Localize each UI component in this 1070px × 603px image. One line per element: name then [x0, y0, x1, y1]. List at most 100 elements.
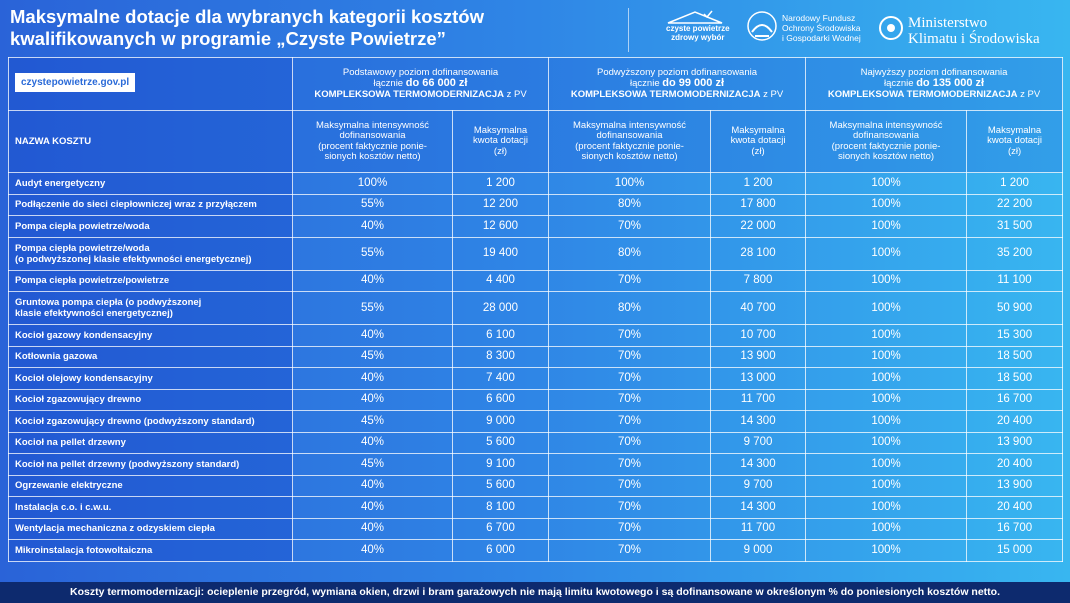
data-row: Podłączenie do sieci ciepłowniczej wraz … — [8, 193, 1064, 216]
value-cell: 35 200 — [966, 236, 1064, 271]
data-row: Ogrzewanie elektryczne 40% 5 600 70% 9 700 10… — [8, 474, 1064, 497]
value-cell: 18 500 — [966, 345, 1064, 368]
value-cell: 100% — [548, 172, 712, 195]
value-cell: 50 900 — [966, 291, 1064, 325]
value-cell: 70% — [548, 345, 712, 368]
logo-text: Ministerstwo — [908, 15, 988, 31]
value-cell: 16 700 — [966, 388, 1064, 411]
value-cell: 9 000 — [451, 410, 550, 433]
value-cell: 9 700 — [710, 474, 807, 497]
cost-name: Audyt energetyczny — [8, 172, 293, 195]
group-suffix: z PV — [760, 88, 784, 100]
name-line: Audyt energetyczny — [15, 177, 106, 189]
header-line: kwota dotacji — [730, 135, 786, 147]
value-cell: 13 900 — [966, 474, 1064, 497]
value-cell: 28 000 — [451, 291, 550, 325]
value-cell: 8 100 — [451, 496, 550, 519]
group-prefix: łącznie — [630, 78, 663, 90]
value-cell: 70% — [548, 269, 712, 292]
value-cell: 8 300 — [451, 345, 550, 368]
data-row: Kotłownia gazowa 45% 8 300 70% 13 900 100% 18 … — [8, 345, 1064, 368]
intensity-header: Maksymalna intensywność dofinansowania (pr… — [548, 110, 712, 173]
value-cell: 40% — [292, 388, 453, 411]
header-line: dofinansowania — [339, 130, 406, 141]
value-cell: 100% — [805, 453, 968, 476]
header-line: sionych kosztów netto) — [581, 151, 678, 162]
group-limit: do 66 000 zł — [405, 77, 468, 90]
header-line: (zł) — [1007, 145, 1022, 157]
value-cell: 100% — [805, 269, 968, 292]
value-cell: 70% — [548, 496, 712, 519]
title-line: Maksymalne dotacje dla wybranych kategor… — [10, 6, 484, 27]
group-header-row: czystepowietrze.gov.pl Podstawowy poziom … — [8, 57, 1064, 111]
data-row: Kocioł zgazowujący drewno (podwyższony s… — [8, 410, 1064, 433]
header-line: kwota dotacji — [473, 135, 528, 147]
value-cell: 18 500 — [966, 367, 1064, 390]
cost-name: Ogrzewanie elektryczne — [8, 474, 293, 497]
logo-text: zdrowy wybór — [671, 33, 725, 42]
separator — [628, 8, 629, 52]
cost-name: Kocioł zgazowujący drewno — [8, 388, 293, 411]
value-cell: 15 000 — [966, 539, 1064, 562]
cost-name: Kocioł gazowy kondensacyjny — [8, 324, 293, 347]
value-cell: 70% — [548, 539, 712, 562]
group-scope: KOMPLEKSOWA TERMOMODERNIZACJA — [570, 88, 761, 100]
data-row: Kocioł na pellet drzewny 40% 5 600 70% 9 700… — [8, 431, 1064, 454]
value-cell: 7 800 — [710, 269, 807, 292]
cost-name: Wentylacja mechaniczna z odzyskiem ciepł… — [8, 517, 293, 540]
value-cell: 100% — [805, 215, 968, 238]
value-cell: 11 700 — [710, 517, 807, 540]
name-line: Podłączenie do sieci ciepłowniczej wraz … — [15, 199, 257, 211]
logo-text: Narodowy Fundusz — [782, 13, 856, 23]
value-cell: 9 700 — [710, 431, 807, 454]
group-limit: do 99 000 zł — [662, 77, 725, 90]
group-level: Podstawowy poziom dofinansowania — [342, 66, 499, 78]
data-row: Gruntowa pompa ciepła (o podwyższonej kla… — [8, 291, 1064, 325]
logo-house-icon — [667, 10, 723, 24]
value-cell: 6 000 — [451, 539, 550, 562]
group-header: Podstawowy poziom dofinansowania łącznie … — [291, 57, 550, 111]
value-cell: 70% — [548, 215, 712, 238]
value-cell: 11 700 — [710, 388, 807, 411]
cost-name: Kocioł zgazowujący drewno (podwyższony s… — [8, 410, 293, 433]
value-cell: 80% — [548, 193, 712, 216]
name-line: Kocioł zgazowujący drewno — [15, 394, 142, 406]
group-level: Najwyższy poziom dofinansowania — [860, 66, 1008, 78]
value-cell: 14 300 — [710, 453, 807, 476]
logo-text: Ochrony Środowiska — [782, 23, 861, 33]
group-prefix: łącznie — [373, 78, 406, 90]
value-cell: 70% — [548, 431, 712, 454]
header-line: (zł) — [493, 145, 508, 157]
group-limit: do 135 000 zł — [916, 77, 985, 90]
value-cell: 20 400 — [966, 496, 1064, 519]
group-header: Najwyższy poziom dofinansowania łącznie d… — [805, 57, 1064, 111]
name-line: Wentylacja mechaniczna z odzyskiem ciepł… — [15, 523, 215, 535]
name-line: (o podwyższonej klasie efektywności ener… — [15, 253, 252, 265]
value-cell: 70% — [548, 517, 712, 540]
value-cell: 70% — [548, 410, 712, 433]
cost-name: Pompa ciepła powietrze/woda — [8, 215, 293, 238]
title: Maksymalne dotacje dla wybranych kategor… — [10, 6, 484, 50]
header-line: Maksymalna intensywność — [573, 119, 687, 131]
value-cell: 100% — [805, 496, 968, 519]
value-cell: 9 100 — [451, 453, 550, 476]
name-line: Ogrzewanie elektryczne — [15, 480, 123, 492]
value-cell: 100% — [805, 193, 968, 216]
cost-name: Pompa ciepła powietrze/woda (o podwyższon… — [8, 236, 293, 271]
name-line: Kocioł na pellet drzewny (podwyższony st… — [15, 458, 240, 470]
value-cell: 6 100 — [451, 324, 550, 347]
value-cell: 17 800 — [710, 193, 807, 216]
group-scope: KOMPLEKSOWA TERMOMODERNIZACJA — [827, 88, 1018, 100]
value-cell: 40% — [292, 269, 453, 292]
value-cell: 100% — [805, 517, 968, 540]
value-cell: 100% — [805, 474, 968, 497]
value-cell: 45% — [292, 410, 453, 433]
value-cell: 100% — [805, 324, 968, 347]
value-cell: 100% — [805, 431, 968, 454]
value-cell: 40% — [292, 215, 453, 238]
group-header: Podwyższony poziom dofinansowania łącznie… — [548, 57, 807, 111]
header-line: Maksymalna — [473, 124, 528, 136]
value-cell: 100% — [805, 291, 968, 325]
header-line: sionych kosztów netto) — [324, 151, 421, 162]
